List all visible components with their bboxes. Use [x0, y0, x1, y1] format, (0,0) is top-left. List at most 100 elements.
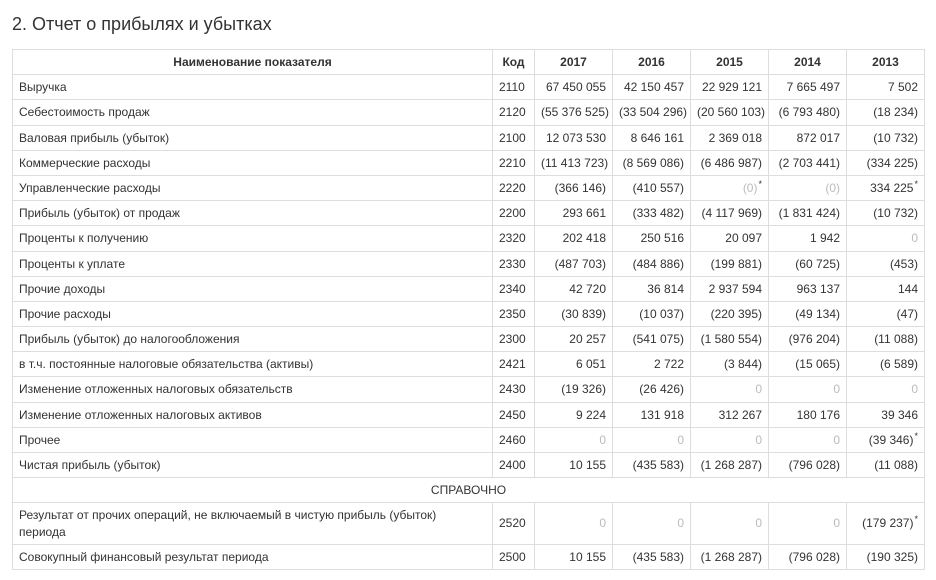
- table-cell-value: 8 646 161: [613, 125, 691, 150]
- table-cell-name: Валовая прибыль (убыток): [13, 125, 493, 150]
- table-cell-value: 0: [613, 427, 691, 452]
- table-cell-name: Прочие доходы: [13, 276, 493, 301]
- table-row: Валовая прибыль (убыток)210012 073 5308 …: [13, 125, 925, 150]
- table-cell-value: (0)*: [691, 175, 769, 200]
- section-title: 2. Отчет о прибылях и убытках: [12, 14, 924, 35]
- col-header-year: 2014: [769, 50, 847, 75]
- table-cell-value: (26 426): [613, 377, 691, 402]
- table-row: Результат от прочих операций, не включае…: [13, 503, 925, 544]
- table-cell-value: (15 065): [769, 352, 847, 377]
- table-cell-name: Изменение отложенных налоговых активов: [13, 402, 493, 427]
- table-cell-code: 2200: [493, 201, 535, 226]
- table-cell-value: 180 176: [769, 402, 847, 427]
- table-cell-value: 20 097: [691, 226, 769, 251]
- table-cell-value: 7 502: [847, 75, 925, 100]
- table-cell-value: (39 346)*: [847, 427, 925, 452]
- table-cell-value: 0: [691, 427, 769, 452]
- table-cell-value: (6 793 480): [769, 100, 847, 125]
- table-cell-value: 42 720: [535, 276, 613, 301]
- table-cell-code: 2100: [493, 125, 535, 150]
- table-cell-value: (6 486 987): [691, 150, 769, 175]
- table-cell-value: 0: [691, 377, 769, 402]
- table-cell-value: 250 516: [613, 226, 691, 251]
- table-cell-value: 0: [613, 503, 691, 544]
- table-cell-value: (30 839): [535, 301, 613, 326]
- table-cell-value: (18 234): [847, 100, 925, 125]
- table-cell-code: 2120: [493, 100, 535, 125]
- table-cell-value: 0: [535, 503, 613, 544]
- table-cell-name: Результат от прочих операций, не включае…: [13, 503, 493, 544]
- table-cell-name: Прибыль (убыток) от продаж: [13, 201, 493, 226]
- table-cell-name: Прочие расходы: [13, 301, 493, 326]
- table-cell-code: 2450: [493, 402, 535, 427]
- table-cell-value: 2 937 594: [691, 276, 769, 301]
- table-cell-value: (796 028): [769, 544, 847, 569]
- table-row: Прочие доходы234042 72036 8142 937 59496…: [13, 276, 925, 301]
- table-cell-value: (4 117 969): [691, 201, 769, 226]
- table-cell-name: Управленческие расходы: [13, 175, 493, 200]
- table-cell-name: Прибыль (убыток) до налогообложения: [13, 327, 493, 352]
- table-cell-code: 2400: [493, 453, 535, 478]
- table-section-header: СПРАВОЧНО: [13, 478, 925, 503]
- col-header-year: 2015: [691, 50, 769, 75]
- table-cell-value: (10 732): [847, 125, 925, 150]
- table-cell-name: Выручка: [13, 75, 493, 100]
- table-cell-value: (55 376 525): [535, 100, 613, 125]
- table-cell-value: 39 346: [847, 402, 925, 427]
- table-cell-value: (1 268 287): [691, 453, 769, 478]
- table-cell-value: (199 881): [691, 251, 769, 276]
- table-cell-value: (47): [847, 301, 925, 326]
- col-header-year: 2013: [847, 50, 925, 75]
- table-cell-value: 67 450 055: [535, 75, 613, 100]
- table-cell-name: Коммерческие расходы: [13, 150, 493, 175]
- table-cell-name: Себестоимость продаж: [13, 100, 493, 125]
- table-cell-code: 2220: [493, 175, 535, 200]
- table-cell-value: 22 929 121: [691, 75, 769, 100]
- table-cell-value: (484 886): [613, 251, 691, 276]
- table-cell-name: Проценты к уплате: [13, 251, 493, 276]
- table-row: Совокупный финансовый результат периода2…: [13, 544, 925, 569]
- table-cell-name: в т.ч. постоянные налоговые обязательств…: [13, 352, 493, 377]
- table-cell-value: 10 155: [535, 544, 613, 569]
- table-cell-value: 10 155: [535, 453, 613, 478]
- table-cell-value: (11 088): [847, 327, 925, 352]
- table-cell-value: (20 560 103): [691, 100, 769, 125]
- table-cell-value: (10 732): [847, 201, 925, 226]
- table-row: Выручка211067 450 05542 150 45722 929 12…: [13, 75, 925, 100]
- table-cell-value: 334 225*: [847, 175, 925, 200]
- col-header-year: 2016: [613, 50, 691, 75]
- table-cell-value: (366 146): [535, 175, 613, 200]
- table-cell-value: 963 137: [769, 276, 847, 301]
- table-cell-value: 0: [769, 427, 847, 452]
- table-row: Прочее24600000(39 346)*: [13, 427, 925, 452]
- table-cell-value: (0): [769, 175, 847, 200]
- table-cell-code: 2300: [493, 327, 535, 352]
- table-cell-value: (179 237)*: [847, 503, 925, 544]
- table-cell-value: 2 722: [613, 352, 691, 377]
- table-cell-value: (334 225): [847, 150, 925, 175]
- table-cell-value: (220 395): [691, 301, 769, 326]
- table-cell-value: 7 665 497: [769, 75, 847, 100]
- table-row: Изменение отложенных налоговых активов24…: [13, 402, 925, 427]
- table-cell-code: 2350: [493, 301, 535, 326]
- table-row: Проценты к получению2320202 418250 51620…: [13, 226, 925, 251]
- table-cell-value: (190 325): [847, 544, 925, 569]
- table-row: Прибыль (убыток) от продаж2200293 661(33…: [13, 201, 925, 226]
- table-cell-code: 2110: [493, 75, 535, 100]
- table-cell-value: 42 150 457: [613, 75, 691, 100]
- table-row: Изменение отложенных налоговых обязатель…: [13, 377, 925, 402]
- table-cell-value: (541 075): [613, 327, 691, 352]
- section-header-label: СПРАВОЧНО: [13, 478, 925, 503]
- table-cell-value: 36 814: [613, 276, 691, 301]
- table-cell-value: 12 073 530: [535, 125, 613, 150]
- table-cell-code: 2320: [493, 226, 535, 251]
- table-row: Чистая прибыль (убыток)240010 155(435 58…: [13, 453, 925, 478]
- table-cell-name: Проценты к получению: [13, 226, 493, 251]
- table-cell-value: (1 580 554): [691, 327, 769, 352]
- table-cell-name: Прочее: [13, 427, 493, 452]
- table-cell-value: (2 703 441): [769, 150, 847, 175]
- table-cell-value: 0: [769, 377, 847, 402]
- table-cell-value: 131 918: [613, 402, 691, 427]
- table-cell-value: 2 369 018: [691, 125, 769, 150]
- table-cell-value: (60 725): [769, 251, 847, 276]
